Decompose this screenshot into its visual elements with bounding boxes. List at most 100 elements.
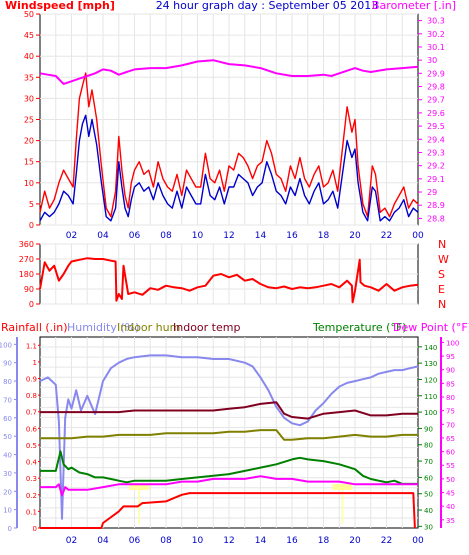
barometer-tick-label: 29.7 xyxy=(427,96,445,105)
temperature-tick-label: 40 xyxy=(424,507,433,515)
dawn-markers xyxy=(129,484,353,524)
barometer-right-ticks: 28.8 28.9 29 29.1 29.2 29.3 29.4 29.5 29.6 29.7 29… xyxy=(418,17,445,223)
direction-tick-label: 270 xyxy=(19,255,34,264)
dew-point-tick-label: 85 xyxy=(446,380,455,388)
barometer-tick-label: 30.3 xyxy=(427,17,445,26)
wind-left-ticks: 0 5 10 15 20 25 30 35 40 45 50 xyxy=(24,10,40,230)
humidity-line xyxy=(39,354,419,520)
humidity-tick-label: 90 xyxy=(3,360,12,368)
temp-x-ticks: 02 04 06 08 10 12 14 16 18 20 22 00 xyxy=(66,536,424,546)
dew-point-tick-label: 45 xyxy=(446,490,455,498)
wind-x-tick-label: 12 xyxy=(223,231,234,241)
avg_wind-line xyxy=(39,114,419,222)
wind-tick-label: 50 xyxy=(24,10,34,19)
dawn-marker-label xyxy=(129,484,150,490)
humidity-tick-label: 80 xyxy=(3,378,12,386)
rain-tick-label: 0.3 xyxy=(26,475,37,483)
temp-x-tick-label: 00 xyxy=(412,536,424,546)
direction-tick-label: 0 xyxy=(29,300,34,309)
wind-title: 24 hour graph day : September 05 2013 xyxy=(156,0,379,12)
indoor-temp-label: Indoor temp xyxy=(173,321,240,334)
wind-x-tick-label: 02 xyxy=(66,231,77,241)
barometer-tick-label: 29.5 xyxy=(427,122,445,131)
wind-tick-label: 35 xyxy=(24,73,34,82)
dew-point-tick-label: 75 xyxy=(446,408,455,416)
temp-grid xyxy=(40,337,418,528)
humidity-tick-label: 0 xyxy=(8,525,12,533)
compass-label: E xyxy=(438,283,445,296)
wind-tick-label: 10 xyxy=(24,179,34,188)
barometer-tick-label: 29.6 xyxy=(427,109,445,118)
wind-tick-label: 25 xyxy=(24,116,34,125)
dew-point-tick-label: 80 xyxy=(446,394,455,402)
dew-point-tick-label: 95 xyxy=(446,353,455,361)
wind-x-tick-label: 16 xyxy=(286,231,298,241)
rain-tick-label: 0.2 xyxy=(26,492,37,500)
wind-ylabel: Windspeed [mph] xyxy=(5,0,115,12)
barometer-tick-label: 28.9 xyxy=(427,201,445,210)
wind-x-tick-label: 08 xyxy=(160,231,172,241)
temp-x-tick-label: 14 xyxy=(255,536,267,546)
wind-x-tick-label: 20 xyxy=(349,231,361,241)
rain-tick-label: 0.7 xyxy=(26,409,37,417)
barometer-tick-label: 29.1 xyxy=(427,175,445,184)
temp-x-tick-label: 22 xyxy=(381,536,392,546)
dew-point-tick-label: 100 xyxy=(446,339,459,347)
dew-point-tick-label: 90 xyxy=(446,367,455,375)
dew-point-tick-label: 40 xyxy=(446,503,455,511)
compass-label: N xyxy=(438,238,446,251)
indoor-hum-label: Indoor hum xyxy=(117,321,180,334)
wind-tick-label: 20 xyxy=(24,137,34,146)
temperature-tick-label: 140 xyxy=(424,344,437,352)
rain-tick-label: 0.5 xyxy=(26,442,37,450)
dawn-marker-label xyxy=(332,484,353,490)
rain-tick-label: 1 xyxy=(33,359,37,367)
dew-point-ticks: 35 40 45 50 55 60 65 70 75 80 85 90 95 100 xyxy=(440,337,459,528)
temperature-tick-label: 110 xyxy=(424,393,437,401)
wind-tick-label: 15 xyxy=(24,158,34,167)
temp-x-tick-label: 16 xyxy=(286,536,298,546)
rain-tick-label: 0.8 xyxy=(26,392,37,400)
direction-tick-label: 180 xyxy=(19,270,34,279)
temperature-tick-label: 80 xyxy=(424,442,433,450)
direction-series xyxy=(39,257,419,304)
compass-label: W xyxy=(438,253,449,266)
wind-x-ticks: 02 04 06 08 10 12 14 16 18 20 22 00 xyxy=(66,231,424,241)
temperature-tick-label: 30 xyxy=(424,523,433,531)
barometer-tick-label: 30.1 xyxy=(427,43,445,52)
direction-tick-label: 90 xyxy=(24,285,34,294)
temp-x-tick-label: 08 xyxy=(160,536,172,546)
barometer-tick-label: 29.4 xyxy=(427,135,445,144)
dew-point-tick-label: 55 xyxy=(446,462,455,470)
dew-point-tick-label: 70 xyxy=(446,421,455,429)
rain-tick-label: 1.1 xyxy=(26,342,37,350)
direction-line xyxy=(39,257,419,304)
dew-point-tick-label: 35 xyxy=(446,517,455,525)
dew-point-label: Dew Point (°F) xyxy=(393,321,469,334)
barometer-tick-label: 29.2 xyxy=(427,162,445,171)
humidity-tick-label: 20 xyxy=(3,488,12,496)
temp-x-tick-label: 10 xyxy=(192,536,204,546)
barometer-tick-label: 30 xyxy=(427,56,437,65)
humidity-tick-label: 70 xyxy=(3,396,12,404)
temperature-tick-label: 120 xyxy=(424,376,437,384)
compass-label: S xyxy=(438,268,445,281)
wind-tick-label: 40 xyxy=(24,52,34,61)
temperature-label: Temperature (°F) xyxy=(312,321,407,334)
rain-tick-label: 0 xyxy=(33,525,37,533)
rain-tick-label: 0.1 xyxy=(26,508,37,516)
humidity-tick-label: 10 xyxy=(3,507,12,515)
wind-tick-label: 0 xyxy=(29,221,34,230)
temp-x-tick-label: 06 xyxy=(129,536,141,546)
temp-x-tick-label: 04 xyxy=(97,536,109,546)
direction-left-ticks: 0 90 180 270 360 xyxy=(19,240,40,309)
humidity-label: Humidity (%) xyxy=(67,321,139,334)
humidity-tick-label: 30 xyxy=(3,470,12,478)
temp-x-tick-label: 12 xyxy=(223,536,234,546)
temp-x-tick-label: 18 xyxy=(318,536,330,546)
temperature-tick-label: 100 xyxy=(424,409,437,417)
temperature-ticks: 30 40 50 60 70 80 90 100 110 120 130 140 xyxy=(418,344,437,531)
rain-tick-label: 0.6 xyxy=(26,425,38,433)
